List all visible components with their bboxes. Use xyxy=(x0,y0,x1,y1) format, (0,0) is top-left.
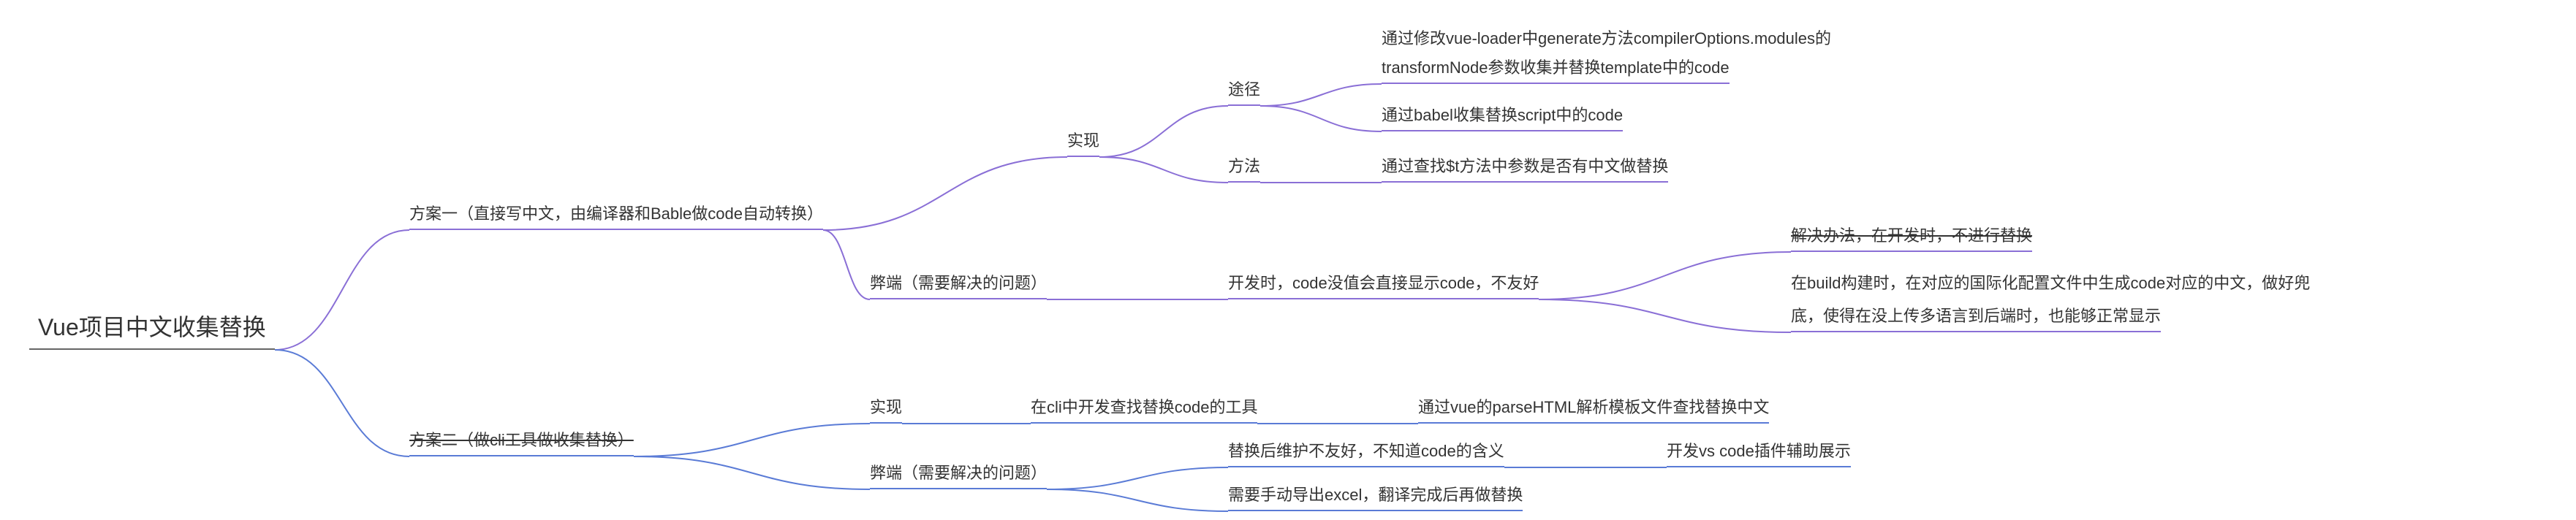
plan1-impl-way-item0: 通过修改vue-loader中generate方法compilerOptions… xyxy=(1382,26,1831,53)
plan1-impl: 实现 xyxy=(1067,128,1099,157)
plan2-cons-item0: 替换后维护不友好，不知道code的含义 xyxy=(1228,438,1504,467)
plan1-cons-sol0: 解决办法，在开发时，不进行替换 xyxy=(1791,223,2032,252)
plan2-cons-item0-detail: 开发vs code插件辅助展示 xyxy=(1667,438,1851,467)
plan1-cons-sol2: 底，使得在没上传多语言到后端时，也能够正常显示 xyxy=(1791,303,2161,332)
plan1-node: 方案一（直接写中文，由编译器和Bable做code自动转换） xyxy=(409,201,823,230)
plan2-node: 方案二（做cli工具做收集替换） xyxy=(409,427,634,456)
plan2-impl: 实现 xyxy=(870,394,902,424)
plan1-cons-sol1: 在build构建时，在对应的国际化配置文件中生成code对应的中文，做好兜 xyxy=(1791,270,2310,298)
plan2-cons: 弊端（需要解决的问题） xyxy=(870,460,1047,489)
plan1-impl-way-item1: transformNode参数收集并替换template中的code xyxy=(1382,55,1730,84)
plan2-impl-tool: 在cli中开发查找替换code的工具 xyxy=(1031,394,1257,424)
plan1-impl-way: 途径 xyxy=(1228,77,1260,106)
root-node: Vue项目中文收集替换 xyxy=(29,303,275,350)
plan2-impl-tool-detail: 通过vue的parseHTML解析模板文件查找替换中文 xyxy=(1418,394,1769,424)
plan1-impl-method: 方法 xyxy=(1228,153,1260,183)
plan1-cons: 弊端（需要解决的问题） xyxy=(870,270,1047,299)
plan1-impl-way-item2: 通过babel收集替换script中的code xyxy=(1382,102,1623,131)
plan1-cons-item: 开发时，code没值会直接显示code，不友好 xyxy=(1228,270,1539,299)
plan1-impl-method-item0: 通过查找$t方法中参数是否有中文做替换 xyxy=(1382,153,1668,183)
plan2-cons-item1: 需要手动导出excel，翻译完成后再做替换 xyxy=(1228,482,1523,511)
